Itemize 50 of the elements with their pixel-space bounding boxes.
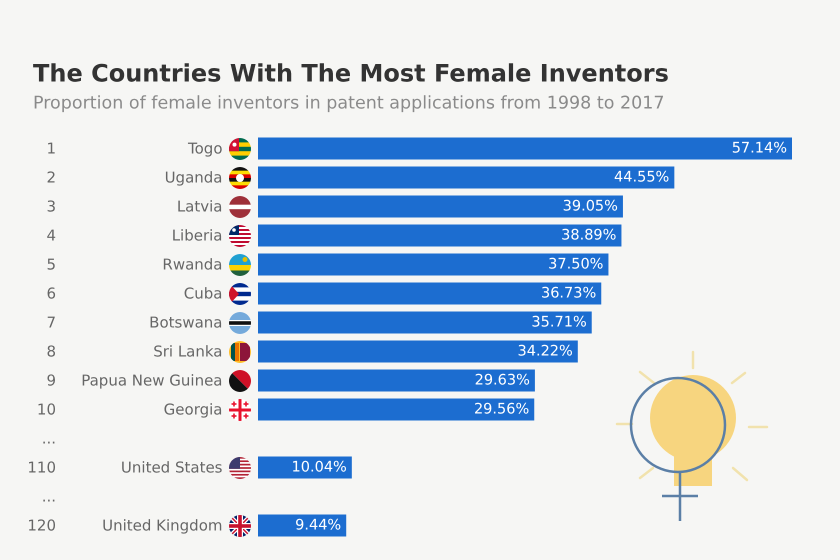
- y-tick-label: Georgia: [164, 400, 222, 418]
- data-label: 35.71%: [531, 314, 587, 330]
- text: 120: [27, 516, 56, 534]
- y-tick-label: Uganda: [164, 168, 222, 186]
- y-tick-label: Rwanda: [162, 256, 222, 274]
- text: 6: [46, 284, 56, 302]
- data-label: 39.05%: [562, 198, 618, 214]
- text: 1: [46, 140, 56, 158]
- data-label: 57.14%: [732, 140, 787, 156]
- text: 8: [46, 342, 56, 360]
- text: 4: [46, 226, 56, 244]
- bar: [258, 340, 578, 363]
- text: 5: [46, 256, 56, 274]
- y-tick-label: Togo: [187, 140, 222, 158]
- data-label: 38.89%: [561, 228, 616, 244]
- y-tick-label: Latvia: [176, 198, 222, 216]
- text: 3: [46, 198, 56, 216]
- bar: [258, 253, 608, 276]
- chart-title: The Countries With The Most Female Inventors: [33, 60, 669, 88]
- text: 10: [36, 400, 56, 418]
- text: ...: [42, 430, 56, 448]
- y-tick-label: United Kingdom: [102, 516, 222, 534]
- bar: [258, 398, 534, 421]
- y-tick-label: Papua New Guinea: [81, 372, 222, 390]
- data-label: 36.73%: [540, 286, 596, 302]
- y-tick-label: Botswana: [149, 314, 222, 332]
- y-tick-label: Liberia: [172, 226, 222, 244]
- data-label: 44.55%: [614, 170, 670, 186]
- y-tick-label: Sri Lanka: [153, 342, 222, 360]
- text: 110: [27, 458, 56, 476]
- bar: [258, 166, 674, 189]
- data-label: 34.22%: [518, 344, 573, 360]
- data-label: 37.50%: [548, 256, 604, 272]
- bar: [258, 369, 535, 392]
- text: 2: [46, 168, 56, 186]
- data-label: 29.63%: [474, 372, 530, 388]
- data-label: 9.44%: [295, 518, 342, 534]
- text: 9: [46, 372, 56, 390]
- bar: [258, 195, 623, 218]
- chart-subtitle: Proportion of female inventors in patent applications from 1998 to 2017: [33, 94, 665, 114]
- data-label: 10.04%: [292, 460, 347, 476]
- text: 7: [46, 314, 56, 332]
- text: ...: [42, 488, 56, 506]
- bar: [258, 137, 792, 160]
- bar: [258, 282, 602, 305]
- bar: [258, 224, 622, 247]
- y-tick-label: Cuba: [184, 284, 222, 302]
- bar: [258, 311, 592, 334]
- y-tick-label: United States: [120, 458, 223, 476]
- data-label: 29.56%: [474, 402, 530, 418]
